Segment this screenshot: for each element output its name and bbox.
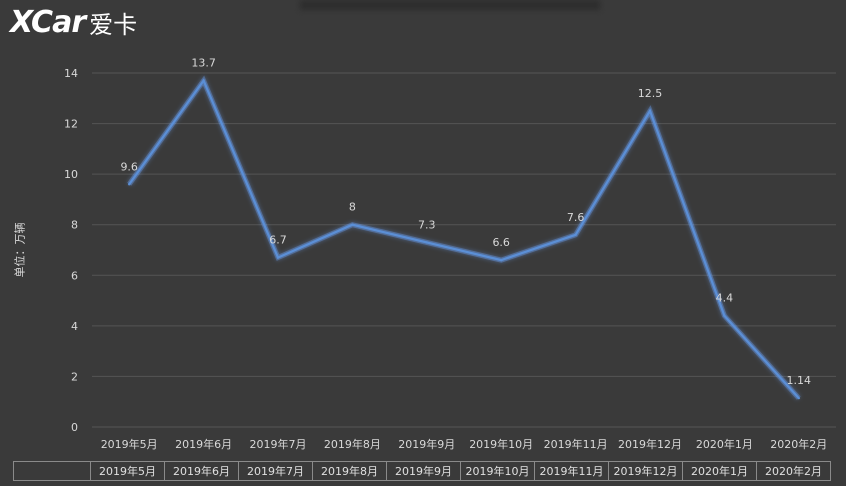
x-tick-label: 2019年7月	[250, 437, 307, 451]
y-tick-label: 12	[64, 118, 78, 131]
data-point	[276, 256, 280, 259]
y-axis-title-wrap: 单位：万辆	[4, 200, 34, 300]
table-header-cell: 2019年6月	[164, 461, 239, 481]
data-label: 12.5	[638, 87, 663, 100]
table-header-cell: 2019年12月	[608, 461, 683, 481]
data-point	[574, 233, 577, 237]
x-axis-ticks: 2019年5月 2019年6月 2019年7月 2019年8月 2019年9月 2019年…	[101, 437, 828, 451]
data-label: 4.4	[716, 292, 734, 305]
xcar-logo: XCar 爱卡	[10, 2, 137, 42]
x-tick-label: 2020年2月	[770, 437, 827, 451]
x-tick-label: 2019年11月	[544, 437, 608, 451]
data-point	[202, 79, 205, 82]
logo-mark: XCar	[10, 4, 86, 40]
table-header-cell: 2020年2月	[756, 461, 831, 481]
table-header-row: 2019年5月 2019年6月 2019年7月 2019年8月 2019年9月 2019年…	[13, 461, 831, 481]
y-tick-label: 8	[71, 219, 78, 232]
table-header-cell: 2019年8月	[312, 461, 387, 481]
data-point	[425, 241, 428, 244]
y-axis-title: 单位：万辆	[13, 222, 26, 278]
x-tick-label: 2019年5月	[101, 437, 158, 451]
data-point	[500, 258, 503, 262]
y-tick-label: 14	[64, 67, 78, 80]
table-header-cell: 2020年1月	[682, 461, 757, 481]
table-header-cell: 2019年10月	[460, 461, 535, 481]
chart-title-obscured	[300, 0, 600, 10]
table-header-cell: 2019年9月	[386, 461, 461, 481]
y-tick-label: 0	[71, 421, 78, 434]
series-line	[127, 75, 801, 400]
series-line-path	[128, 78, 800, 399]
data-label: 13.7	[191, 57, 216, 70]
data-point	[128, 183, 131, 186]
x-tick-label: 2019年10月	[469, 437, 533, 451]
y-tick-label: 10	[64, 168, 78, 181]
data-label: 9.6	[120, 160, 138, 173]
x-tick-label: 2020年1月	[696, 437, 753, 451]
y-tick-label: 6	[71, 269, 78, 282]
y-tick-label: 2	[71, 370, 78, 383]
data-point	[797, 396, 800, 400]
data-label: 7.3	[418, 218, 436, 231]
data-label: 7.6	[567, 211, 585, 224]
x-tick-label: 2019年9月	[398, 437, 455, 451]
x-tick-label: 2019年6月	[175, 437, 232, 451]
data-table: 2019年5月 2019年6月 2019年7月 2019年8月 2019年9月 2019年…	[13, 461, 831, 481]
series-line-glow	[127, 75, 801, 400]
x-tick-label: 2019年8月	[324, 437, 381, 451]
table-row-header	[13, 461, 91, 481]
table-header-cell: 2019年11月	[534, 461, 609, 481]
x-tick-label: 2019年12月	[618, 437, 682, 451]
data-point	[351, 223, 354, 226]
table-header-cell: 2019年7月	[238, 461, 313, 481]
table-header-cell: 2019年5月	[90, 461, 165, 481]
data-label: 1.14	[787, 374, 812, 387]
y-tick-label: 4	[71, 320, 78, 333]
y-axis-ticks: 0 2 4 6 8 10 12 14	[64, 67, 78, 434]
data-point	[648, 109, 652, 113]
data-labels: 9.6 13.7 6.7 8 7.3 6.6 7.6 12.5 4.4 1.14	[120, 57, 811, 388]
data-label: 8	[349, 201, 356, 214]
data-point	[723, 314, 726, 317]
data-label: 6.7	[269, 234, 287, 247]
data-label: 6.6	[492, 236, 510, 249]
logo-text: 爱卡	[89, 10, 138, 39]
